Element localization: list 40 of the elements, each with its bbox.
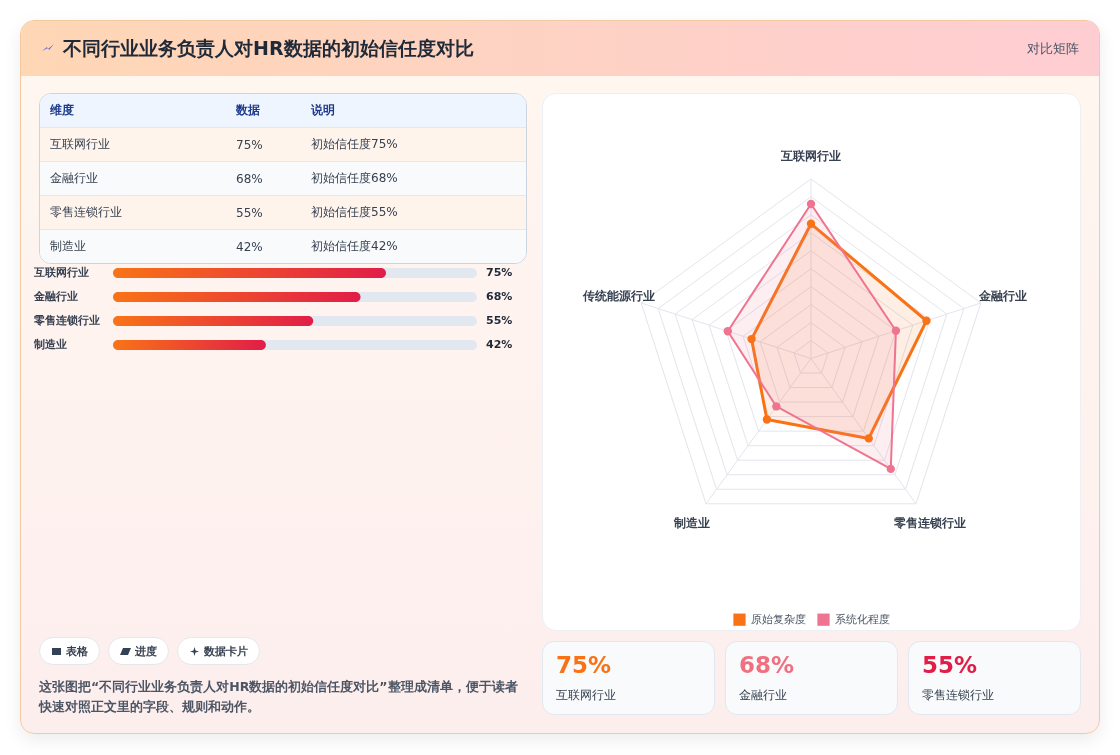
text: 零售连锁行业 bbox=[922, 687, 994, 704]
y-tick-label: 互联网行业 bbox=[32, 266, 89, 279]
data-label: 68% bbox=[486, 290, 513, 303]
text: 68% bbox=[739, 652, 795, 678]
spoke-label: 金融行业 bbox=[977, 288, 1027, 303]
text: 初始信任度68% bbox=[311, 170, 399, 187]
text: 68% bbox=[236, 171, 264, 186]
data-label: 55% bbox=[486, 314, 513, 327]
text: 进度 bbox=[135, 643, 157, 659]
spoke-label: 传统能源行业 bbox=[582, 288, 656, 303]
text: 不同行业业务负责人对HR数据的初始信任度对比 bbox=[63, 36, 474, 61]
text: 说明 bbox=[311, 102, 336, 119]
y-tick-label: 制造业 bbox=[32, 338, 67, 351]
text: 75% bbox=[236, 137, 264, 152]
spoke-label: 零售连锁行业 bbox=[892, 515, 966, 530]
text: 互联网行业 bbox=[49, 136, 111, 153]
spoke-label: 制造业 bbox=[673, 515, 711, 530]
text: 初始信任度75% bbox=[311, 136, 399, 153]
text: 75% bbox=[556, 652, 612, 678]
text: 维度 bbox=[49, 102, 75, 119]
y-tick-label: 金融行业 bbox=[32, 290, 78, 303]
text: 金融行业 bbox=[739, 687, 787, 704]
spoke-label: 互联网行业 bbox=[780, 148, 841, 163]
data-label: 75% bbox=[486, 266, 513, 279]
text: 零售连锁行业 bbox=[49, 204, 123, 221]
legend-label: 系统化程度 bbox=[835, 612, 890, 626]
text: 55% bbox=[236, 205, 264, 220]
text: 互联网行业 bbox=[556, 687, 616, 704]
legend-label: 原始复杂度 bbox=[751, 612, 806, 626]
text: 数据卡片 bbox=[204, 643, 248, 659]
text: 这张图把“不同行业业务负责人对HR数据的初始信任度对比”整理成清单，便于读者快速对照正文里的字段、规则和动作。 bbox=[39, 678, 519, 716]
text: 表格 bbox=[66, 643, 88, 659]
text: 初始信任度42% bbox=[311, 238, 399, 255]
text: 对比矩阵 bbox=[1027, 40, 1079, 58]
y-tick-label: 零售连锁行业 bbox=[32, 314, 100, 327]
text: 数据 bbox=[236, 102, 261, 119]
data-label: 42% bbox=[486, 338, 513, 351]
text: 55% bbox=[922, 652, 978, 678]
text: 初始信任度55% bbox=[311, 204, 399, 221]
text: 42% bbox=[236, 239, 264, 254]
